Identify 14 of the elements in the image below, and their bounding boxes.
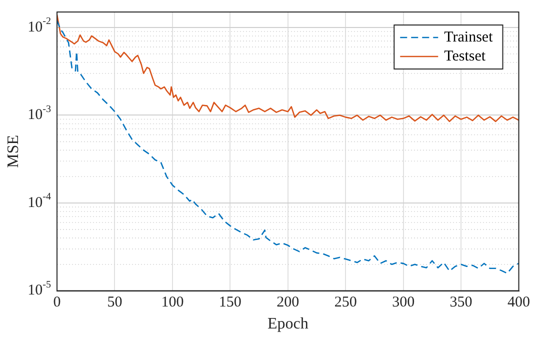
legend-label: Testset (444, 48, 486, 64)
x-tick-label: 300 (392, 294, 415, 311)
x-tick-label: 250 (334, 294, 357, 311)
x-tick-label: 150 (218, 294, 242, 311)
x-tick-label: 0 (53, 294, 61, 311)
x-tick-label: 100 (161, 294, 184, 311)
x-tick-label: 400 (508, 294, 530, 311)
x-tick-label: 50 (107, 294, 122, 311)
legend-label: Trainset (444, 29, 494, 46)
x-tick-label: 350 (450, 294, 472, 311)
y-axis-title: MSE (4, 134, 22, 168)
x-tick-label: 200 (276, 294, 300, 311)
line-series (57, 20, 519, 274)
x-axis-title: Epoch (267, 316, 308, 333)
